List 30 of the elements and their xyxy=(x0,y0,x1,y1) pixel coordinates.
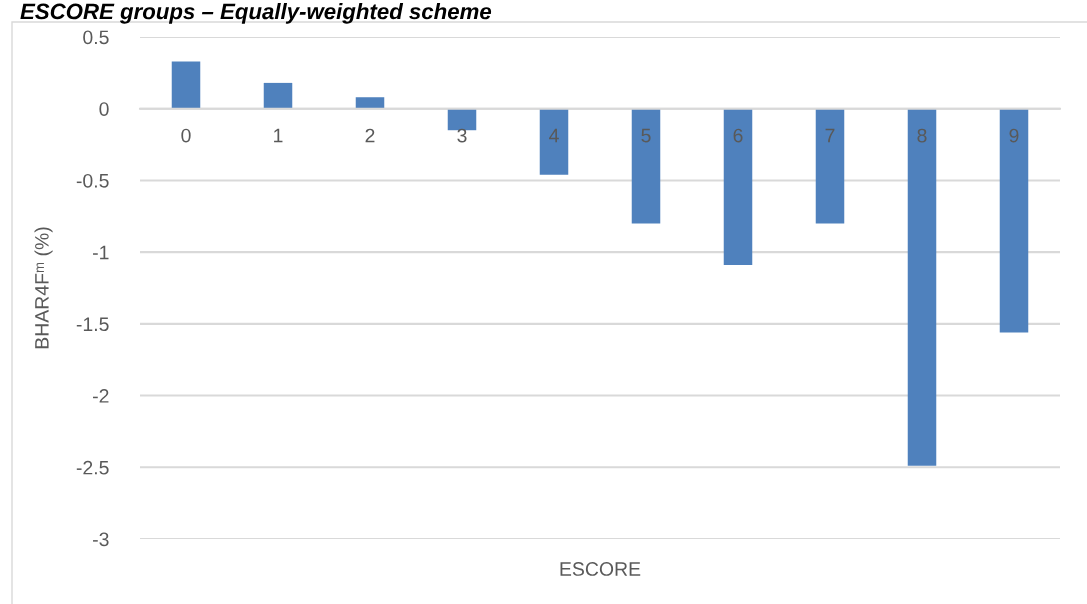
y-tick-label: -2 xyxy=(93,389,109,403)
y-tick-label: -1 xyxy=(93,245,109,260)
x-tick-label: 4 xyxy=(549,128,559,143)
bar xyxy=(999,108,1029,333)
bar xyxy=(539,108,569,175)
x-tick-label: 2 xyxy=(365,128,375,143)
y-tick-label: 0 xyxy=(99,102,109,116)
bar xyxy=(815,108,845,224)
bar xyxy=(171,61,201,109)
y-tick-label: -3 xyxy=(93,532,109,547)
bar xyxy=(723,108,753,266)
bar xyxy=(907,108,937,466)
x-tick-label: 8 xyxy=(917,128,927,143)
x-axis-title: ESCORE xyxy=(560,562,641,576)
x-tick-label: 0 xyxy=(181,128,191,143)
x-tick-label: 1 xyxy=(274,128,283,143)
bar xyxy=(631,108,661,224)
y-axis-title: BHAR4Fᵐ (%) xyxy=(34,227,53,349)
x-tick-label: 7 xyxy=(825,128,835,143)
y-tick-label: -2.5 xyxy=(76,460,109,475)
y-tick-label: -0.5 xyxy=(76,173,109,188)
x-tick-label: 5 xyxy=(641,128,651,143)
bar xyxy=(263,82,293,109)
x-tick-label: 9 xyxy=(1009,128,1019,143)
x-tick-label: 6 xyxy=(733,128,743,143)
y-tick-label: 0.5 xyxy=(83,30,109,45)
x-tick-label: 3 xyxy=(457,128,467,143)
chart-title: ESCORE groups – Equally-weighted scheme xyxy=(20,3,492,24)
bar xyxy=(355,97,385,109)
y-tick-label: -1.5 xyxy=(76,317,109,332)
